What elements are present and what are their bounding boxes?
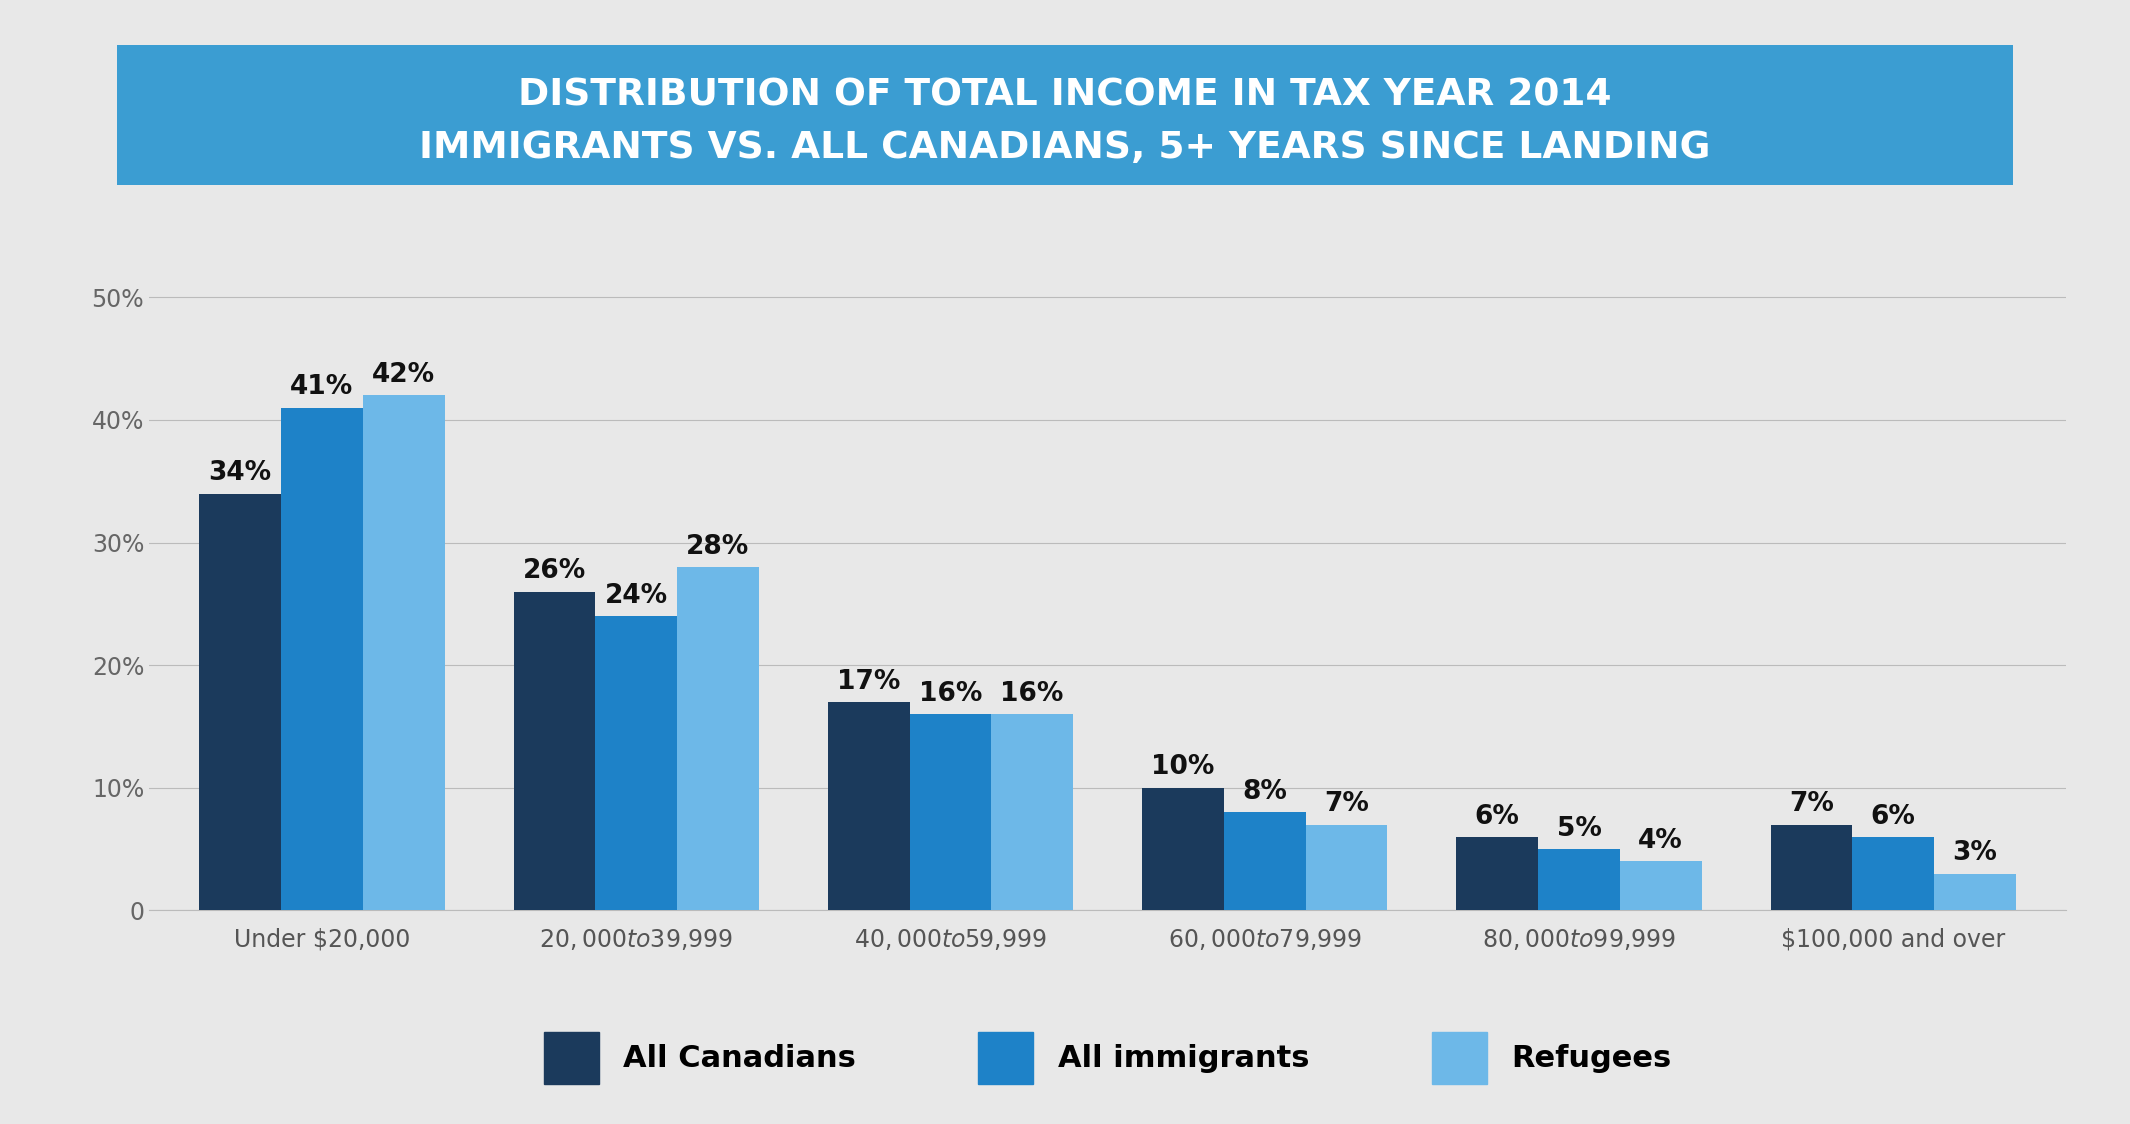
Bar (1457, 837, 1538, 910)
Text: 41%: 41% (290, 374, 354, 400)
Text: 6%: 6% (1870, 804, 1915, 830)
Text: 5%: 5% (1557, 816, 1602, 842)
Bar (1306, 825, 1387, 910)
Text: 8%: 8% (1242, 779, 1287, 805)
Text: 17%: 17% (837, 669, 901, 695)
Text: 24%: 24% (605, 583, 669, 609)
Text: 16%: 16% (1001, 681, 1063, 707)
Bar (1934, 873, 2015, 910)
Text: 4%: 4% (1638, 828, 1683, 854)
Text: 34%: 34% (209, 460, 273, 487)
Text: 10%: 10% (1152, 754, 1214, 780)
Bar (910, 714, 990, 910)
Bar (200, 493, 281, 910)
Text: IMMIGRANTS VS. ALL CANADIANS, 5+ YEARS SINCE LANDING: IMMIGRANTS VS. ALL CANADIANS, 5+ YEARS S… (420, 130, 1710, 166)
Bar (1538, 849, 1619, 910)
Legend: All Canadians, All immigrants, Refugees: All Canadians, All immigrants, Refugees (532, 1021, 1683, 1096)
Bar (1770, 825, 1853, 910)
Bar (281, 408, 362, 910)
Bar (1142, 788, 1225, 910)
Bar (1225, 813, 1306, 910)
Text: 16%: 16% (918, 681, 982, 707)
Text: 42%: 42% (373, 362, 435, 388)
Bar (513, 591, 596, 910)
Bar (596, 616, 677, 910)
Text: 7%: 7% (1325, 791, 1370, 817)
Bar (990, 714, 1074, 910)
Text: DISTRIBUTION OF TOTAL INCOME IN TAX YEAR 2014: DISTRIBUTION OF TOTAL INCOME IN TAX YEAR… (518, 78, 1612, 114)
Bar (1853, 837, 1934, 910)
Bar (677, 568, 758, 910)
Text: 3%: 3% (1953, 841, 1998, 867)
Bar (829, 702, 910, 910)
Text: 26%: 26% (522, 559, 586, 584)
Bar (1619, 861, 1702, 910)
Text: 28%: 28% (686, 534, 750, 560)
Text: 7%: 7% (1789, 791, 1834, 817)
Bar (362, 396, 445, 910)
Text: 6%: 6% (1474, 804, 1519, 830)
